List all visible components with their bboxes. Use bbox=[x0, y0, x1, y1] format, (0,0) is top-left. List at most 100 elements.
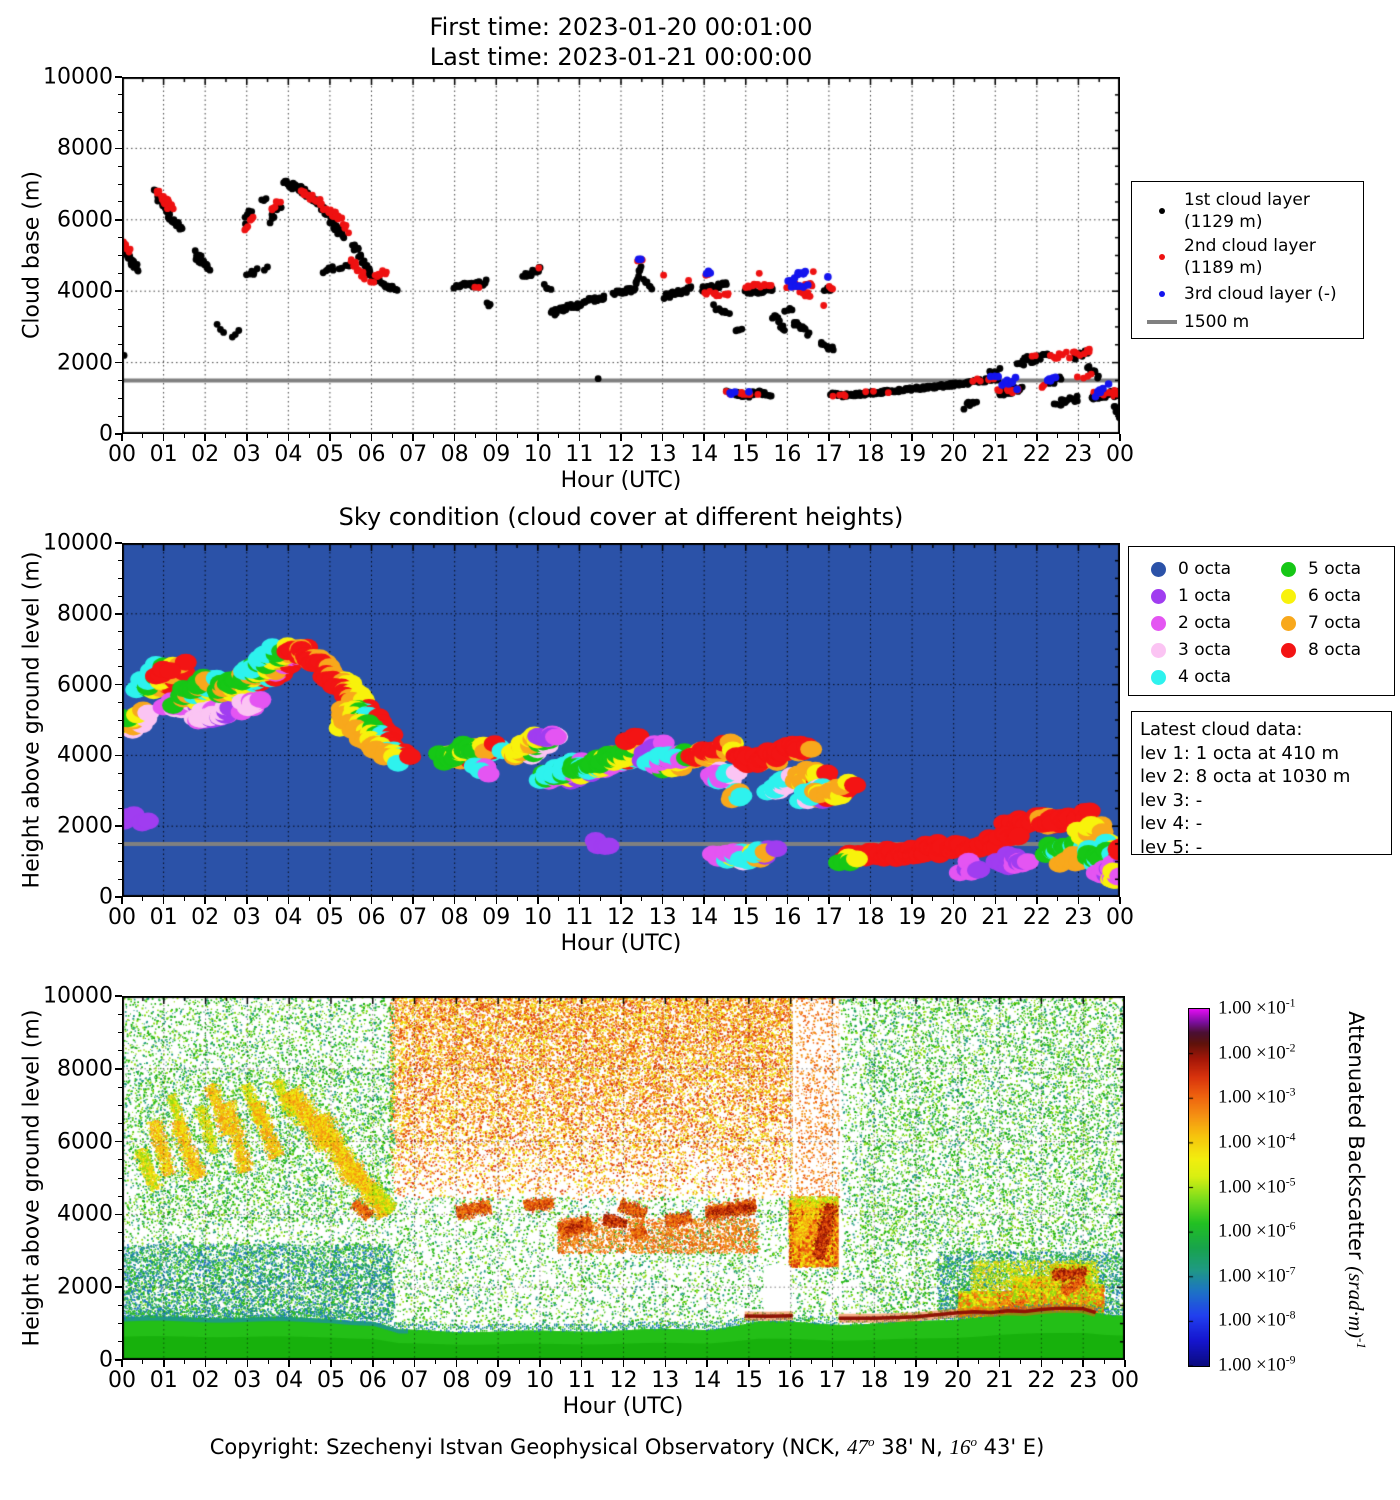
y-minor-tick bbox=[118, 861, 122, 863]
y-minor-tick bbox=[118, 631, 122, 632]
y-minor-tick bbox=[118, 1086, 122, 1088]
x-tick-label: 23 bbox=[1069, 1368, 1098, 1393]
y-minor-tick bbox=[118, 1268, 122, 1270]
colorbar-tick-label: 1.00 ×10-4 bbox=[1218, 1130, 1296, 1153]
x-major-tick bbox=[622, 1360, 625, 1367]
x-tick-label: 01 bbox=[149, 1368, 178, 1393]
y-major-tick bbox=[115, 1213, 122, 1216]
x-major-tick bbox=[413, 1360, 416, 1367]
x-minor-tick bbox=[558, 434, 560, 438]
x-minor-tick bbox=[932, 434, 934, 438]
colorbar-tick-label: 1.00 ×10-5 bbox=[1218, 1174, 1296, 1198]
x-minor-tick bbox=[811, 1360, 813, 1364]
x-major-tick bbox=[869, 897, 872, 904]
x-tick-label: 15 bbox=[731, 442, 760, 467]
x-minor-tick bbox=[766, 897, 768, 901]
colorbar-tick-label: 1.00 ×10-7 bbox=[1218, 1264, 1296, 1287]
first-layer-marker-icon bbox=[1140, 208, 1184, 214]
y-major-tick bbox=[115, 1140, 122, 1143]
x-tick-label: 23 bbox=[1064, 442, 1093, 467]
x-major-tick bbox=[745, 434, 747, 441]
x-tick-label: 21 bbox=[985, 1368, 1014, 1393]
octa-dot-icon bbox=[1151, 615, 1166, 631]
y-minor-tick bbox=[118, 878, 122, 880]
octa-dot-icon bbox=[1151, 561, 1166, 577]
x-major-tick bbox=[495, 897, 497, 904]
y-major-tick bbox=[115, 683, 122, 686]
x-major-tick bbox=[952, 434, 955, 441]
x-minor-tick bbox=[142, 434, 144, 438]
x-minor-tick bbox=[558, 897, 560, 901]
y-major-tick bbox=[115, 361, 122, 364]
x-minor-tick bbox=[724, 434, 726, 438]
x-tick-label: 21 bbox=[981, 442, 1010, 467]
x-tick-label: 06 bbox=[357, 905, 386, 930]
x-major-tick bbox=[664, 1360, 667, 1367]
x-tick-label: 00 bbox=[1111, 1368, 1139, 1393]
x-tick-label: 18 bbox=[856, 905, 885, 930]
y-tick-label: 2000 bbox=[57, 350, 113, 376]
x-minor-tick bbox=[142, 1360, 144, 1364]
info-line: Latest cloud data: bbox=[1140, 719, 1303, 740]
x-minor-tick bbox=[1015, 897, 1017, 901]
x-minor-tick bbox=[682, 897, 684, 901]
x-major-tick bbox=[703, 897, 705, 904]
y-tick-label: 10000 bbox=[43, 530, 113, 556]
x-tick-label: 13 bbox=[648, 905, 677, 930]
x-tick-label: 18 bbox=[856, 442, 885, 467]
x-minor-tick bbox=[476, 1360, 478, 1364]
x-major-tick bbox=[748, 1360, 750, 1367]
x-tick-label: 08 bbox=[440, 442, 469, 467]
colorbar-axis-label: Attenuated Backscatter (srad·m)-1 bbox=[1343, 1011, 1369, 1349]
sky-condition-canvas bbox=[122, 543, 1120, 897]
x-major-tick bbox=[121, 1360, 123, 1367]
x-minor-tick bbox=[599, 434, 601, 438]
x-minor-tick bbox=[894, 1360, 896, 1364]
x-minor-tick bbox=[769, 1360, 771, 1364]
y-tick-label: 6000 bbox=[57, 1129, 113, 1155]
x-tick-label: 23 bbox=[1064, 905, 1093, 930]
x-minor-tick bbox=[766, 434, 768, 438]
octa-legend-item-8-octa: 8 octa bbox=[1281, 640, 1361, 660]
x-tick-label: 00 bbox=[1106, 905, 1134, 930]
x-tick-label: 16 bbox=[773, 442, 802, 467]
y-tick-label: 0 bbox=[99, 1347, 113, 1373]
x-tick-label: 11 bbox=[565, 442, 594, 467]
y-minor-tick bbox=[118, 272, 122, 274]
x-major-tick bbox=[703, 434, 705, 441]
x-major-tick bbox=[455, 1360, 458, 1367]
x-tick-label: 00 bbox=[108, 905, 136, 930]
x-minor-tick bbox=[350, 897, 352, 901]
octa-dot-icon bbox=[1151, 642, 1166, 658]
octa-dot-icon bbox=[1281, 588, 1296, 604]
x-tick-label: 00 bbox=[1106, 442, 1134, 467]
y-minor-tick bbox=[118, 1050, 122, 1052]
x-tick-label: 15 bbox=[731, 905, 760, 930]
x-minor-tick bbox=[267, 434, 269, 438]
x-tick-label: 02 bbox=[191, 442, 220, 467]
latest-cloud-data-box: Latest cloud data: lev 1: 1 octa at 410 … bbox=[1131, 711, 1392, 858]
colorbar-label-main: Attenuated Backscatter bbox=[1344, 1011, 1368, 1267]
y-minor-tick bbox=[118, 237, 122, 239]
x-minor-tick bbox=[682, 434, 684, 438]
x-tick-label: 12 bbox=[609, 1368, 638, 1393]
x-major-tick bbox=[873, 1360, 875, 1367]
x-major-tick bbox=[539, 1360, 541, 1367]
x-tick-label: 16 bbox=[773, 905, 802, 930]
x-major-tick bbox=[1119, 434, 1121, 441]
y-minor-tick bbox=[118, 808, 122, 809]
y-minor-tick bbox=[118, 344, 122, 346]
x-major-tick bbox=[162, 434, 165, 441]
x-major-tick bbox=[287, 897, 290, 904]
x-tick-label: 07 bbox=[399, 442, 428, 467]
panel2-title: Sky condition (cloud cover at different … bbox=[338, 503, 904, 531]
legend-label: 1500 m bbox=[1184, 312, 1250, 332]
panel1-title: First time: 2023-01-20 00:01:00 Last tim… bbox=[340, 12, 902, 72]
x-major-tick bbox=[994, 897, 996, 904]
colorbar-tick-label: 1.00 ×10-6 bbox=[1218, 1219, 1296, 1242]
x-major-tick bbox=[620, 897, 622, 904]
x-major-tick bbox=[1036, 434, 1038, 441]
second-layer-marker-icon bbox=[1140, 254, 1184, 260]
y-minor-tick bbox=[118, 719, 122, 721]
x-tick-label: 04 bbox=[275, 1368, 304, 1393]
